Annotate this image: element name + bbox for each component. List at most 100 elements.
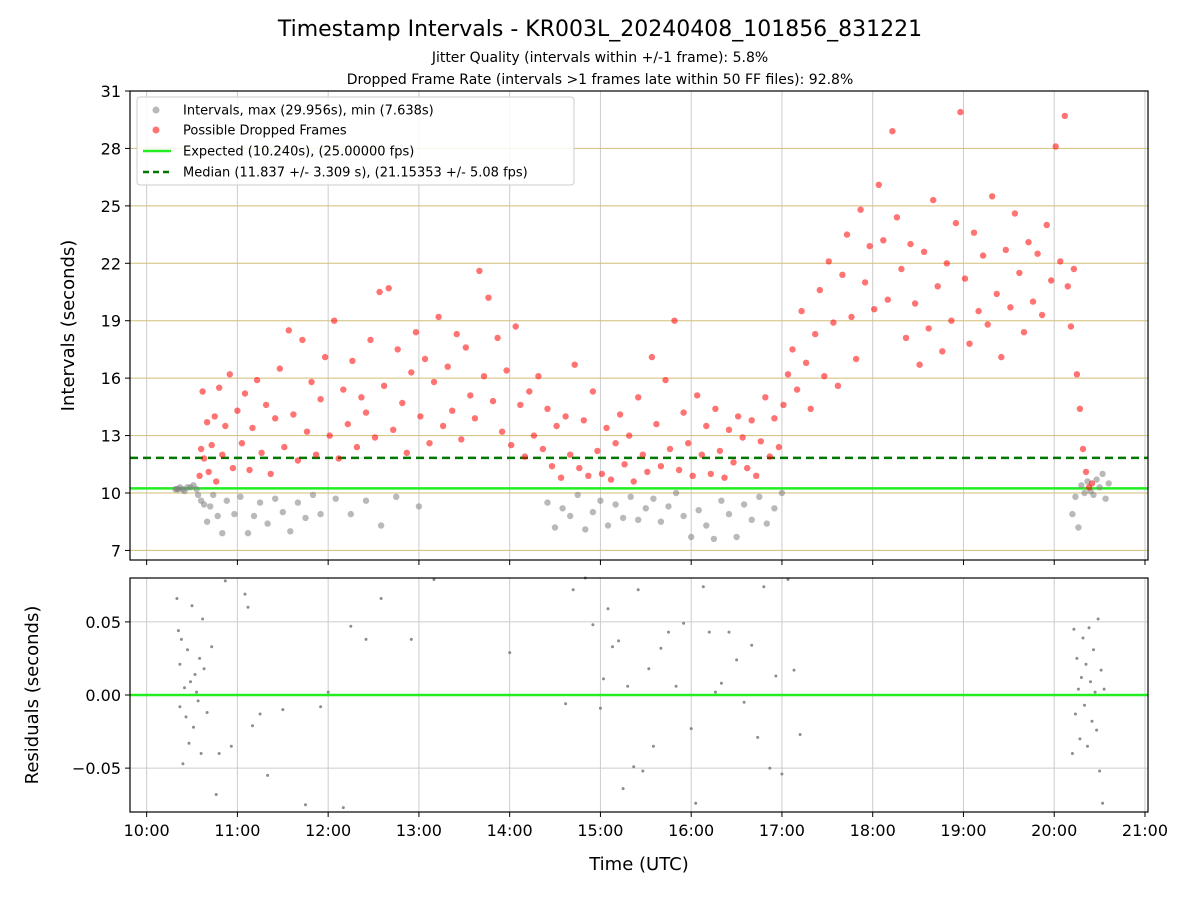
dropped-frame-point [241, 390, 249, 397]
dropped-frame-point [739, 434, 746, 441]
residual-point [598, 706, 602, 710]
x-tick-label: 21:00 [1122, 821, 1168, 840]
dropped-frame-point [317, 396, 324, 403]
dropped-frame-point [603, 424, 610, 432]
x-tick-label: 12:00 [305, 821, 351, 840]
residual-point [183, 686, 186, 690]
residual-point [689, 727, 693, 731]
dropped-frame-point [321, 353, 329, 361]
residual-point [198, 656, 202, 660]
interval-point [582, 526, 589, 533]
residual-point [409, 637, 413, 641]
dropped-frame-point [802, 359, 810, 366]
dropped-frame-point [530, 432, 538, 439]
residual-point [175, 597, 179, 600]
dropped-frame-point [644, 468, 651, 476]
dropped-frame-point [367, 336, 374, 344]
dropped-frame-point [521, 453, 528, 460]
interval-point [748, 516, 755, 523]
residual-point [750, 643, 754, 647]
interval-point [302, 514, 309, 522]
dropped-frame-point [934, 283, 941, 290]
dropped-frame-point [535, 373, 542, 380]
dropped-frame-point [916, 361, 923, 368]
dropped-frame-point [780, 401, 787, 409]
interval-point [612, 501, 619, 508]
interval-point [287, 528, 294, 535]
residual-point [1089, 680, 1092, 684]
residual-point [571, 588, 575, 592]
dropped-frame-point [222, 422, 229, 430]
dropped-frame-point [526, 388, 533, 395]
interval-point [740, 501, 748, 508]
intervals-y-axis-label: Intervals (seconds) [58, 240, 79, 412]
residual-point [251, 724, 254, 728]
dropped-frame-point [508, 441, 515, 449]
dropped-frame-point [458, 436, 465, 443]
dropped-frame-point [848, 313, 855, 321]
interval-point [1069, 510, 1076, 518]
y-tick-label: 19 [101, 312, 121, 331]
dropped-frame-point [200, 455, 208, 462]
interval-point [703, 522, 710, 529]
residual-point [1095, 728, 1099, 732]
interval-point [279, 508, 286, 516]
residual-point [223, 579, 227, 583]
dropped-frame-point [234, 407, 241, 414]
interval-point [347, 510, 354, 518]
residual-point [202, 667, 206, 671]
dropped-frame-point [476, 267, 483, 275]
dropped-frame-point [262, 401, 270, 409]
dropped-frame-point [630, 478, 637, 485]
dropped-frame-point [730, 459, 737, 466]
dropped-frame-point [390, 426, 397, 433]
residual-point [210, 645, 214, 649]
residual-point [229, 744, 233, 748]
dropped-frame-point [272, 415, 279, 422]
dropped-frame-point [952, 219, 960, 227]
interval-point [244, 530, 252, 537]
residual-point [258, 712, 262, 716]
dropped-frame-point [557, 474, 565, 481]
interval-point [362, 497, 370, 504]
dropped-frame-point [1002, 246, 1009, 254]
dropped-frame-point [970, 229, 978, 236]
dropped-frame-point [635, 394, 642, 401]
residual-point [432, 578, 436, 581]
y-tick-label: 22 [101, 254, 121, 273]
dropped-frame-point [290, 411, 297, 418]
interval-point [309, 491, 317, 499]
legend-entry: Intervals, max (29.956s), min (7.638s) [183, 104, 434, 119]
legend-entry: Possible Dropped Frames [183, 124, 347, 139]
interval-point [771, 505, 778, 512]
dropped-frame-point [666, 445, 674, 453]
dropped-frame-point [943, 260, 950, 267]
interval-point [635, 516, 642, 523]
dropped-frame-point [480, 373, 488, 380]
dropped-frame-point [766, 453, 773, 460]
residual-point [780, 772, 784, 776]
residual-point [636, 588, 640, 592]
residual-point [1101, 801, 1105, 805]
interval-point [627, 493, 634, 500]
residual-point [762, 585, 766, 589]
interval-point [597, 497, 604, 504]
residual-point [195, 690, 199, 694]
interval-point [733, 533, 740, 541]
dropped-frame-point [211, 413, 218, 420]
dropped-frame-point [453, 330, 460, 338]
y-tick-label: 0.00 [85, 686, 121, 705]
dropped-frame-point [385, 285, 392, 292]
interval-point [210, 491, 217, 499]
dropped-frame-point [753, 472, 760, 479]
residual-point [1076, 687, 1080, 691]
dropped-frame-point [734, 413, 742, 420]
dropped-frame-point [948, 317, 955, 324]
x-tick-label: 19:00 [940, 821, 986, 840]
dropped-frame-point [435, 313, 442, 321]
dropped-frame-point [1088, 480, 1096, 487]
dropped-frame-point [816, 286, 823, 294]
dropped-frame-point [1064, 283, 1072, 290]
dropped-frame-point [380, 382, 388, 389]
residuals-points [175, 576, 1106, 810]
